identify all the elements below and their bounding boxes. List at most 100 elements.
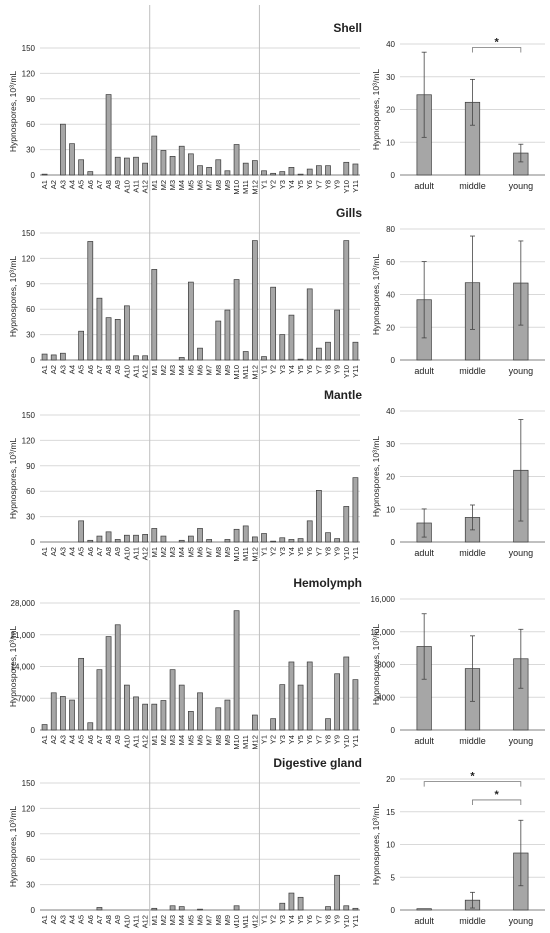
- bar-Y7: [315, 347, 322, 361]
- bar-Y1: [261, 533, 267, 543]
- x-tick-label: A8: [104, 915, 113, 924]
- x-tick-label: Y7: [314, 365, 323, 374]
- x-tick-label: Y1: [260, 915, 269, 924]
- bar-A9: [114, 539, 121, 543]
- bar-Y10: [343, 905, 350, 911]
- bar-A9: [114, 624, 121, 731]
- significance-star: *: [495, 789, 500, 801]
- bar-M12: [251, 160, 258, 176]
- x-tick-label: Y2: [269, 547, 278, 556]
- x-tick-label: Y7: [314, 915, 323, 924]
- x-tick-label: A4: [68, 735, 77, 744]
- bar-M5: [187, 711, 194, 731]
- bar-Y2: [270, 718, 277, 731]
- x-tick-label: Y8: [324, 365, 333, 374]
- x-tick-label: M8: [214, 915, 223, 925]
- x-tick-label: Y9: [333, 547, 342, 556]
- bar-Y10: [343, 240, 350, 361]
- bar-A8: [105, 317, 112, 361]
- x-tick-label: Y9: [333, 180, 342, 189]
- y-tick-label: 40: [386, 40, 395, 49]
- x-tick-label: A9: [113, 180, 122, 189]
- x-tick-label: A3: [58, 365, 67, 374]
- x-tick-label: A2: [49, 915, 58, 924]
- y-tick-label: 80: [386, 225, 395, 234]
- x-tick-label: Y5: [296, 547, 305, 556]
- x-tick-label: M8: [214, 365, 223, 375]
- x-tick-label: A7: [95, 180, 104, 189]
- bar-A12: [142, 703, 149, 731]
- bar-M5: [187, 153, 194, 176]
- y-tick-label: 90: [26, 95, 35, 104]
- group-chart-1: 0 10 20 30 40 Hypnospores, 10³/mL adult middle y…: [371, 36, 545, 191]
- bar-A11: [133, 156, 139, 176]
- sample-chart-4: Hemolymph 0 7000 14,000 21,000 28,000 Hypnospo…: [8, 560, 362, 750]
- x-tick-label: A6: [86, 915, 95, 924]
- bar-Y9: [334, 874, 341, 911]
- x-tick-label: Y5: [296, 915, 305, 924]
- bar-Y6: [306, 288, 313, 361]
- bar-M4: [178, 145, 185, 176]
- x-tick-label: M1: [150, 735, 159, 745]
- x-tick-label: A12: [141, 915, 150, 928]
- y-tick-label: 150: [22, 44, 36, 53]
- bar-A12: [142, 355, 149, 361]
- y-tick-label: 30: [26, 146, 35, 155]
- y-tick-label: 120: [22, 804, 36, 813]
- bar-Y7: [315, 165, 322, 176]
- x-tick-label: Y6: [305, 915, 314, 924]
- bar-Y8: [325, 341, 331, 361]
- x-tick-label: M5: [186, 180, 195, 190]
- x-tick-label: A2: [49, 547, 58, 556]
- bar-Y2: [270, 540, 277, 543]
- bar-Y8: [325, 718, 331, 731]
- x-tick-label: Y7: [314, 547, 323, 556]
- y-tick-label: 20: [386, 775, 395, 784]
- x-tick-label: Y11: [351, 365, 360, 378]
- y-tick-label: 0: [31, 726, 36, 735]
- bar-Y10: [343, 506, 350, 543]
- x-tick-label: M4: [177, 547, 186, 557]
- x-tick-label: Y9: [333, 365, 342, 374]
- y-tick-label: 30: [386, 73, 395, 82]
- y-tick-label: 10: [386, 505, 395, 514]
- x-tick-label: A9: [113, 547, 122, 556]
- bar-A7: [96, 669, 103, 731]
- y-tick-label: 0: [391, 906, 396, 915]
- bar-A2: [50, 354, 57, 361]
- x-tick-label: M12: [250, 365, 259, 380]
- bar-M1: [151, 703, 158, 731]
- y-tick-label: 15: [386, 808, 395, 817]
- y-tick-label: 28,000: [11, 599, 36, 608]
- bar-M4: [178, 906, 185, 911]
- y-axis-label: Hypnospores, 10³/mL: [8, 626, 18, 708]
- x-tick-label: Y3: [278, 180, 287, 189]
- x-tick-label: A3: [58, 915, 67, 924]
- bar-M2: [160, 150, 167, 176]
- x-tick-label: A11: [132, 915, 141, 928]
- sample-chart-3: Mantle 0 30 60 90 120 150 Hypnospores, 10³/mL A1…: [8, 372, 362, 562]
- x-tick-label: A12: [141, 547, 150, 560]
- y-tick-label: 20: [386, 106, 395, 115]
- x-tick-label: M3: [168, 915, 177, 925]
- bar-Y8: [325, 165, 331, 176]
- y-tick-label: 0: [31, 538, 36, 547]
- y-tick-label: 21,000: [11, 631, 36, 640]
- x-tick-label: Y6: [305, 180, 314, 189]
- x-tick-label: A10: [122, 180, 131, 193]
- x-tick-label: M2: [159, 180, 168, 190]
- x-tick-label: M11: [241, 365, 250, 379]
- x-tick-label: Y10: [342, 735, 351, 748]
- y-axis-label: Hypnospores, 10³/mL: [371, 436, 381, 518]
- bar-M3: [169, 156, 176, 176]
- bar-M2: [160, 535, 167, 543]
- y-axis-label: Hypnospores, 10³/mL: [8, 438, 18, 520]
- bar-Y3: [279, 334, 286, 361]
- x-tick-label: M2: [159, 915, 168, 925]
- y-tick-label: 0: [391, 538, 396, 547]
- bar-A7: [96, 297, 103, 361]
- x-tick-label: adult: [414, 366, 434, 376]
- bar-Y7: [315, 490, 322, 543]
- bar-Y11: [352, 477, 359, 543]
